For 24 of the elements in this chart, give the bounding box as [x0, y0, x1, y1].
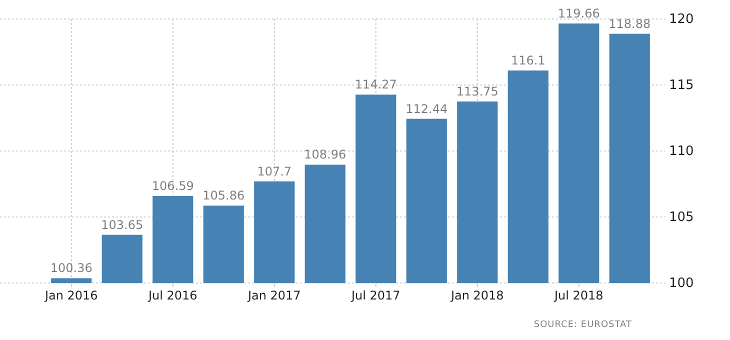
- x-tick-label: Jul 2017: [350, 288, 400, 303]
- y-tick-label: 100: [669, 276, 694, 292]
- data-label: 119.66: [558, 6, 600, 20]
- x-tick-label: Jan 2016: [44, 288, 98, 303]
- data-label: 100.36: [50, 261, 92, 276]
- y-tick-label: 110: [669, 144, 694, 160]
- data-label: 113.75: [456, 84, 498, 98]
- data-label: 107.7: [257, 164, 292, 178]
- x-tick-label: Jul 2018: [553, 288, 604, 303]
- data-label: 114.27: [354, 78, 397, 92]
- x-tick-label: Jul 2016: [147, 288, 198, 303]
- y-tick-label: 115: [669, 78, 694, 94]
- data-label: 108.96: [304, 148, 346, 162]
- data-label: 103.65: [101, 218, 144, 232]
- y-tick-label: 105: [669, 210, 694, 226]
- source-note: SOURCE: EUROSTAT: [534, 320, 632, 330]
- y-tick-label: 120: [669, 12, 694, 28]
- data-label: 112.44: [406, 102, 448, 116]
- data-label: 116.1: [510, 53, 546, 68]
- x-tick-label: Jan 2018: [450, 288, 504, 303]
- x-tick-label: Jan 2017: [246, 288, 301, 303]
- data-label: 106.59: [152, 179, 194, 194]
- data-label: 118.88: [608, 16, 651, 31]
- data-label: 105.86: [202, 188, 245, 203]
